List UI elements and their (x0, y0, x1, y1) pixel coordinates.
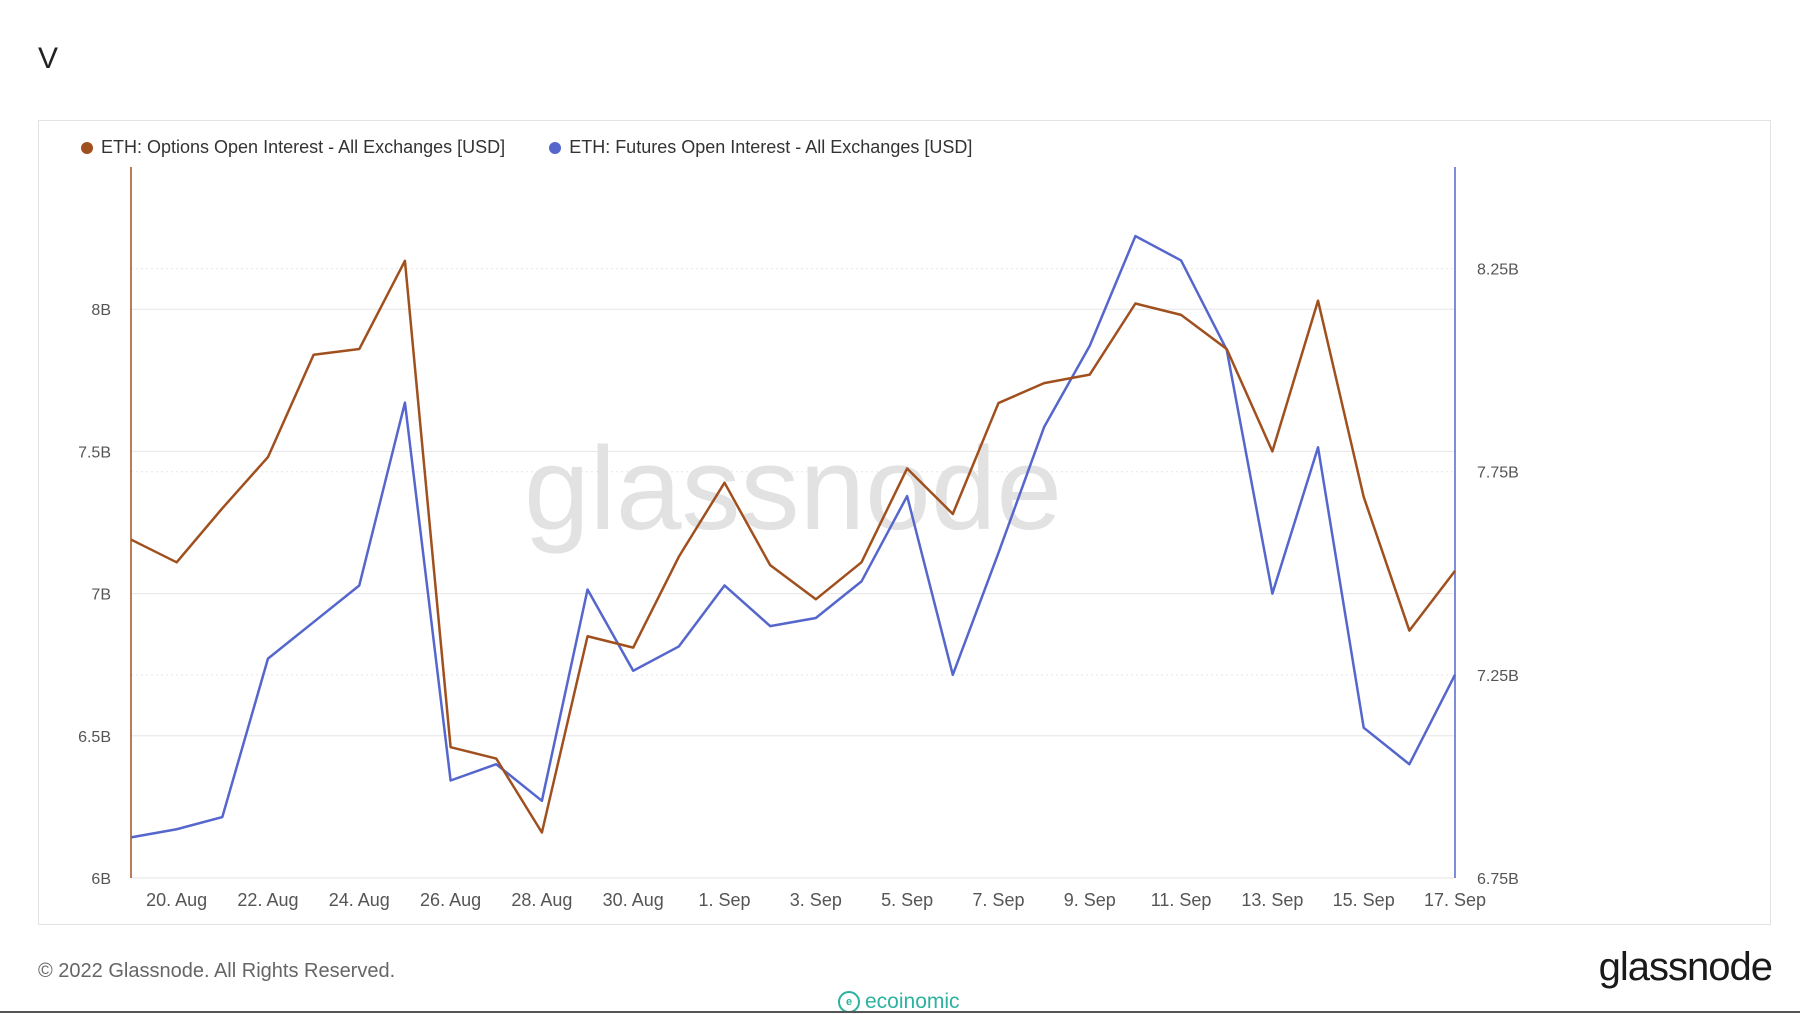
line-chart: glassnode 6B 6.5B 7B 7.5B 8B 6.75B 7.25B 7.75B 8.… (78, 167, 1519, 910)
page-title: V (38, 42, 59, 75)
ecoinomic-icon: e (838, 991, 860, 1013)
y-left-tick-label: 7B (91, 587, 111, 604)
y-right-tick-label: 8.25B (1477, 262, 1519, 279)
legend-item-futures[interactable]: ETH: Futures Open Interest - All Exchang… (549, 137, 972, 158)
ecoinomic-logo: e ecoinomic (838, 990, 960, 1014)
x-tick-label: 24. Aug (329, 890, 390, 910)
legend-marker-options (81, 141, 93, 154)
x-tick-label: 7. Sep (972, 890, 1024, 910)
x-tick-label: 15. Sep (1333, 890, 1395, 910)
glassnode-watermark: glassnode (524, 423, 1062, 555)
y-right-tick-label: 7.25B (1477, 668, 1519, 685)
legend-marker-futures (549, 141, 562, 154)
ecoinomic-label: ecoinomic (865, 990, 960, 1013)
series-line-futures-open-interest (130, 234, 1457, 839)
x-tick-label: 3. Sep (790, 890, 842, 910)
glassnode-logo: glassnode (1598, 945, 1773, 989)
legend-item-options[interactable]: ETH: Options Open Interest - All Exchang… (81, 137, 505, 158)
y-left-tick-label: 7.5B (78, 444, 111, 461)
x-tick-label: 5. Sep (881, 890, 933, 910)
y-right-tick-label: 6.75B (1477, 871, 1519, 888)
x-tick-label: 30. Aug (603, 890, 664, 910)
legend-label-futures: ETH: Futures Open Interest - All Exchang… (569, 137, 973, 157)
y-left-tick-label: 8B (91, 302, 111, 319)
chart-container: ETH: Options Open Interest - All Exchang… (38, 120, 1771, 925)
x-tick-label: 20. Aug (146, 890, 207, 910)
x-tick-label: 28. Aug (511, 890, 572, 910)
y-left-tick-label: 6B (91, 871, 111, 888)
copyright-text: © 2022 Glassnode. All Rights Reserved. (38, 960, 396, 982)
x-tick-label: 1. Sep (698, 890, 750, 910)
legend-label-options: ETH: Options Open Interest - All Exchang… (101, 137, 506, 157)
x-tick-label: 22. Aug (237, 890, 298, 910)
x-tick-label: 26. Aug (420, 890, 481, 910)
y-left-tick-label: 6.5B (78, 729, 111, 746)
series-line-options-open-interest (130, 259, 1456, 834)
x-tick-label: 11. Sep (1151, 890, 1212, 910)
x-tick-label: 13. Sep (1241, 890, 1303, 910)
x-tick-label: 9. Sep (1064, 890, 1116, 910)
y-right-tick-label: 7.75B (1477, 465, 1519, 482)
bottom-divider (0, 1011, 1800, 1013)
chart-legend: ETH: Options Open Interest - All Exchang… (81, 137, 972, 158)
x-tick-label: 17. Sep (1424, 890, 1486, 910)
